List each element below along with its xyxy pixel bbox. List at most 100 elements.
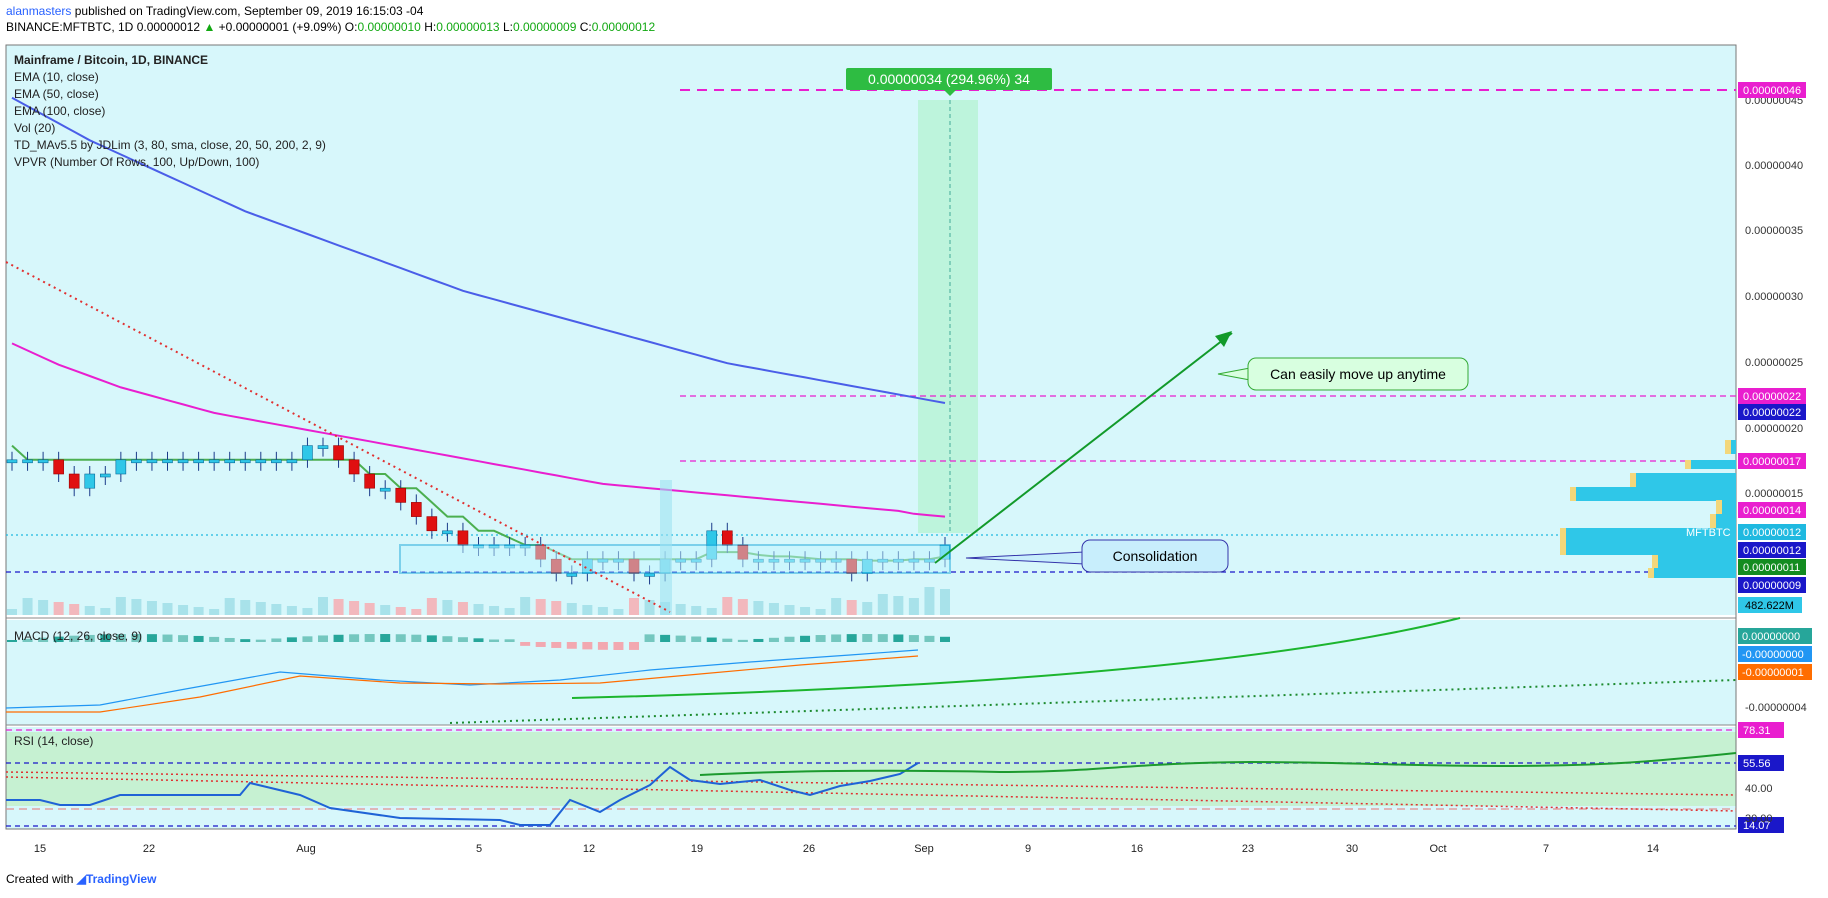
macd-hist-bar	[908, 635, 919, 642]
macd-badge-text: 0.00000000	[1742, 631, 1800, 643]
volume-bar	[302, 608, 313, 615]
volume-bar	[193, 607, 204, 615]
legend-item[interactable]: EMA (10, close)	[14, 70, 99, 84]
macd-hist-bar	[380, 634, 391, 642]
volume-bar	[380, 605, 391, 615]
volume-bar	[644, 600, 655, 615]
legend-item[interactable]: EMA (100, close)	[14, 104, 105, 118]
vpvr-bar-down	[1560, 528, 1566, 542]
tradingview-logo[interactable]: ◢	[76, 872, 86, 886]
volume-bar	[22, 598, 33, 615]
macd-hist-bar	[940, 636, 950, 642]
signal-line	[6, 655, 919, 713]
price-badge-text: 0.00000022	[1743, 391, 1801, 403]
legend-item[interactable]: TD_MAv5.5 by JDLim (3, 80, sma, close, 2…	[14, 138, 326, 152]
candle-body	[146, 459, 158, 464]
volume-badge-text: 482.622M	[1745, 600, 1794, 612]
volume-bar	[209, 609, 220, 615]
legend-item[interactable]: Mainframe / Bitcoin, 1D, BINANCE	[14, 53, 208, 67]
rsi-badge	[1738, 817, 1784, 833]
candle-body	[286, 459, 298, 464]
measure-label-pointer	[944, 90, 956, 96]
measure-label: 0.00000034 (294.96%) 34	[868, 71, 1030, 87]
volume-bar	[53, 602, 64, 615]
time-tick: 22	[143, 843, 155, 855]
macd-hist-bar	[815, 635, 826, 642]
volume-bar	[349, 601, 360, 615]
rsi-band	[6, 732, 1736, 806]
volume-bar	[877, 594, 888, 615]
volume-bar	[333, 599, 344, 615]
volume-bar	[442, 600, 453, 615]
ema-line	[11, 96, 946, 404]
vpvr-bar-down	[1685, 460, 1691, 469]
publish-line: alanmasters published on TradingView.com…	[6, 4, 423, 18]
volume-bar	[629, 598, 639, 615]
time-tick: Oct	[1429, 843, 1446, 855]
volume-bar	[908, 598, 919, 615]
time-tick: 14	[1647, 843, 1659, 855]
macd-hist-bar	[146, 634, 157, 642]
macd-hist-bar	[706, 637, 717, 642]
highlight-column	[660, 480, 672, 615]
macd-label: MACD (12, 26, close, 9)	[14, 629, 142, 643]
price-badge-text: 0.00000046	[1743, 85, 1801, 97]
tradingview-brand[interactable]: TradingView	[85, 872, 157, 886]
macd-hist-bar	[38, 637, 49, 642]
price-badge	[1738, 577, 1806, 593]
close-label: C:	[579, 20, 592, 34]
vpvr-bar-down	[1570, 487, 1576, 501]
vpvr-bar-down	[1652, 555, 1658, 569]
volume-bar	[178, 605, 189, 615]
volume-bar	[520, 597, 531, 615]
macd-hist-bar	[489, 639, 500, 642]
macd-hist-bar	[660, 634, 671, 642]
legend-item[interactable]: VPVR (Number Of Rows, 100, Up/Down, 100)	[14, 155, 259, 169]
macd-hist-bar	[675, 635, 686, 642]
downtrend-line	[5, 261, 671, 613]
volume-bar	[504, 608, 515, 615]
rsi-tick-40: 40.00	[1745, 783, 1773, 795]
macd-hist-bar	[162, 634, 173, 642]
time-tick: Sep	[914, 843, 934, 855]
macd-hist-bar	[209, 636, 220, 642]
volume-bar	[566, 603, 577, 615]
candle-body	[53, 459, 64, 475]
volume-bar	[489, 606, 500, 615]
candle-body	[193, 459, 204, 464]
rsi-badge-text: 55.56	[1743, 758, 1771, 770]
macd-hist-bar	[597, 642, 608, 650]
candle-body	[6, 459, 18, 464]
candle-body	[115, 459, 127, 475]
volume-bar	[893, 596, 904, 615]
volume-bar	[411, 609, 422, 615]
volume-bar	[924, 587, 935, 615]
macd-hist-bar	[566, 642, 577, 649]
price-badge	[1738, 404, 1806, 420]
price-badge	[1738, 388, 1806, 404]
main-pane-background	[6, 45, 1736, 615]
legend-item[interactable]: Vol (20)	[14, 121, 55, 135]
rsi-trend-green	[699, 752, 1737, 776]
price-tick: 0.00000015	[1745, 488, 1803, 500]
macd-hist-bar	[535, 642, 546, 647]
macd-hist-bar	[302, 636, 313, 642]
macd-hist-bar	[784, 636, 795, 642]
vpvr-bar	[1716, 514, 1736, 528]
price-tick: 0.00000020	[1745, 423, 1803, 435]
chart-canvas[interactable]: Can easily move up anytime Consolidation…	[0, 0, 1828, 870]
high-value: 0.00000013	[436, 20, 500, 34]
rsi-badge	[1738, 722, 1784, 738]
candle-body	[364, 473, 375, 489]
volume-bar	[473, 604, 484, 615]
candle-body	[84, 473, 96, 489]
time-tick: 5	[476, 843, 482, 855]
macd-hist-bar	[395, 634, 406, 642]
footer: Created with ◢TradingView	[6, 872, 156, 886]
volume-bar	[115, 597, 126, 615]
vpvr-bar	[1722, 500, 1736, 514]
symbol-tag: MFTBTC	[1686, 527, 1731, 539]
legend-item[interactable]: EMA (50, close)	[14, 87, 99, 101]
author-link[interactable]: alanmasters	[6, 4, 72, 18]
macd-hist-bar	[333, 634, 344, 642]
